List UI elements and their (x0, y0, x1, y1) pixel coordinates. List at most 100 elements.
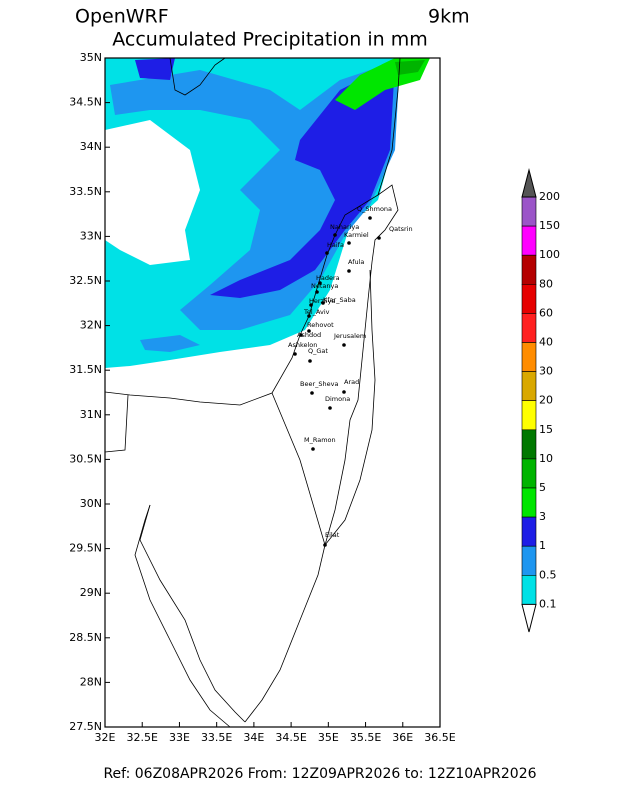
city-label: Hadera (316, 274, 340, 282)
city-dot (347, 241, 351, 245)
city-label: Netanya (311, 282, 338, 290)
colorbar-label: 1 (539, 539, 546, 552)
colorbar-box (521, 545, 537, 576)
city-label: Nahariya (330, 223, 359, 231)
colorbar-box (521, 283, 537, 314)
x-tick-label: 34E (243, 731, 264, 744)
model-name: OpenWRF (75, 6, 169, 28)
city-dot (299, 333, 303, 337)
city-dot (318, 281, 322, 285)
colorbar-label: 30 (539, 365, 553, 378)
colorbar-box (521, 429, 537, 460)
city-dot (307, 314, 311, 318)
city-label: Dimona (325, 395, 350, 403)
y-tick-label: 31N (80, 408, 102, 421)
footer: Ref: 06Z08APR2026 From: 12Z09APR2026 to:… (103, 766, 536, 782)
city-label: Kfar_Saba (323, 296, 356, 304)
map-frame (104, 57, 441, 728)
colorbar-label: 60 (539, 306, 553, 319)
city-dot (347, 269, 351, 273)
city-label: Eilat (325, 531, 340, 539)
y-tick-label: 33.5N (69, 185, 102, 198)
city-label: Afula (348, 258, 364, 266)
colorbar-box (521, 342, 537, 372)
city-dot (311, 447, 315, 451)
city-dot (377, 236, 381, 240)
y-tick-label: 32.5N (69, 274, 102, 287)
colorbar-box (521, 313, 537, 343)
city-label: Arad (344, 378, 359, 386)
resolution: 9km (428, 6, 470, 28)
city-dot (293, 352, 297, 356)
city-label: M_Ramon (304, 436, 336, 444)
precip-field (105, 58, 430, 368)
city-label: Q_Shmona (357, 205, 392, 213)
city-dot (333, 233, 337, 237)
colorbar-label: 100 (539, 248, 560, 261)
city-dot (309, 303, 313, 307)
colorbar-label: 3 (539, 510, 546, 523)
city-label: Haifa (327, 241, 344, 249)
colorbar-box (521, 487, 537, 518)
colorbar-label: 150 (539, 219, 560, 232)
city-dot (325, 251, 329, 255)
x-tick-label: 35E (318, 731, 339, 744)
city-dot (342, 390, 346, 394)
x-tick-label: 32E (95, 731, 116, 744)
x-tick-label: 36.5E (424, 731, 455, 744)
city-dot (323, 543, 327, 547)
colorbar-label: 40 (539, 336, 553, 349)
colorbar-box (521, 400, 537, 431)
colorbar-box (521, 458, 537, 489)
y-tick-label: 29N (80, 586, 102, 599)
y-tick-label: 28.5N (69, 631, 102, 644)
x-tick-label: 32.5E (126, 731, 157, 744)
y-tick-label: 33N (80, 229, 102, 242)
y-tick-label: 28N (80, 675, 102, 688)
y-tick-label: 30.5N (69, 452, 102, 465)
colorbar-label: 15 (539, 423, 553, 436)
colorbar-label: 5 (539, 481, 546, 494)
colorbar-label: 20 (539, 394, 553, 407)
city-label: Rehovot (307, 321, 334, 329)
city-label: Q_Gat (308, 347, 328, 355)
colorbar-label: 200 (539, 190, 560, 203)
x-tick-label: 34.5E (275, 731, 306, 744)
y-tick-label: 27.5N (69, 720, 102, 733)
y-tick-label: 30N (80, 497, 102, 510)
city-label: Tel_Aviv (303, 308, 330, 316)
colorbar-label: 80 (539, 277, 553, 290)
x-tick-label: 33E (169, 731, 190, 744)
city-label: Herzliya (309, 297, 335, 305)
city-dot (308, 359, 312, 363)
colorbar-box (521, 516, 537, 547)
colorbar-box (521, 225, 537, 256)
colorbar-label: 10 (539, 452, 553, 465)
colorbar-box (521, 254, 537, 285)
colorbar-bottom (521, 603, 537, 633)
y-tick-label: 29.5N (69, 542, 102, 555)
city-label: Qatsrin (389, 225, 413, 233)
city-label: Jerusalem (333, 332, 366, 340)
city-label: Ashdod (297, 331, 321, 339)
colorbar-label: 0.1 (539, 597, 557, 610)
x-tick-label: 33.5E (201, 731, 232, 744)
city-dot (328, 406, 332, 410)
colorbar-label: 0.5 (539, 568, 557, 581)
y-tick-label: 34.5N (69, 96, 102, 109)
city-label: Karmiel (344, 231, 369, 239)
city-label: Beer_Sheva (300, 380, 338, 388)
colorbar-top (521, 168, 537, 198)
city-dot (368, 216, 372, 220)
map-title: Accumulated Precipitation in mm (112, 29, 428, 51)
colorbar-box (521, 196, 537, 227)
city-label: Ashkelon (288, 341, 317, 349)
city-dot (342, 343, 346, 347)
colorbar-box (521, 574, 537, 605)
x-tick-label: 35.5E (350, 731, 381, 744)
city-dot (315, 290, 319, 294)
y-tick-label: 31.5N (69, 363, 102, 376)
city-dot (310, 391, 314, 395)
city-dot (321, 301, 325, 305)
